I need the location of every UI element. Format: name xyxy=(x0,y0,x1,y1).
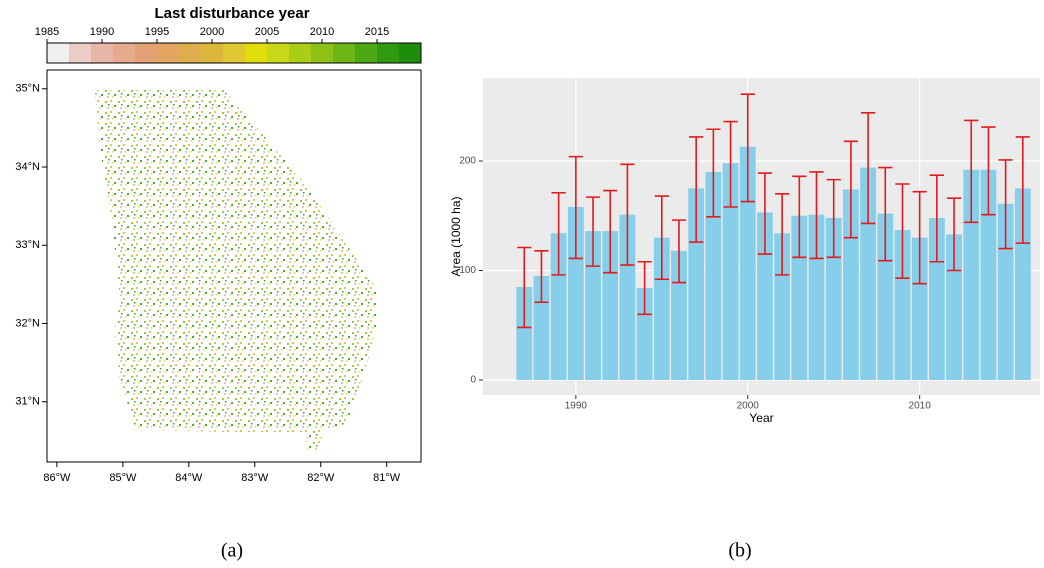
y-axis-title: Area (1000 ha) xyxy=(449,196,463,276)
panel-label: (a) xyxy=(221,540,243,562)
colorbar-tick-label: 1985 xyxy=(35,26,59,38)
colorbar-swatch xyxy=(333,43,356,63)
colorbar-swatch xyxy=(267,43,290,63)
colorbar-swatch xyxy=(69,43,92,63)
colorbar-swatch xyxy=(47,43,70,63)
colorbar-swatch xyxy=(399,43,422,63)
colorbar-tick-label: 2000 xyxy=(200,26,224,38)
y-tick-label: 33°N xyxy=(15,239,40,251)
y-tick-label: 200 xyxy=(459,156,476,167)
colorbar-swatch xyxy=(245,43,268,63)
x-tick-label: 1990 xyxy=(565,401,588,412)
colorbar-swatch xyxy=(135,43,158,63)
colorbar-swatch xyxy=(201,43,224,63)
chart-title: Last disturbance year xyxy=(154,5,309,22)
colorbar-tick-label: 1990 xyxy=(90,26,114,38)
colorbar-swatch xyxy=(223,43,246,63)
colorbar-tick-label: 2005 xyxy=(255,26,279,38)
y-tick-label: 32°N xyxy=(15,317,40,329)
x-tick-label: 81°W xyxy=(373,472,401,484)
x-tick-label: 83°W xyxy=(241,472,269,484)
x-tick-label: 84°W xyxy=(175,472,203,484)
y-tick-label: 34°N xyxy=(15,161,40,173)
y-tick-label: 35°N xyxy=(15,83,40,95)
colorbar-swatch xyxy=(377,43,400,63)
colorbar-swatch xyxy=(113,43,136,63)
colorbar-swatch xyxy=(289,43,312,63)
x-axis-title: Year xyxy=(749,411,773,425)
figure: (a) (b) Last disturbance year 1985 1990 199… xyxy=(0,0,1044,568)
colorbar-swatch xyxy=(157,43,180,63)
colorbar-swatch xyxy=(311,43,334,63)
x-tick-label: 85°W xyxy=(109,472,137,484)
colorbar-swatch xyxy=(355,43,378,63)
panel-label: (b) xyxy=(728,540,751,562)
x-tick-label: 82°W xyxy=(307,472,335,484)
colorbar-swatch xyxy=(179,43,202,63)
y-tick-label: 31°N xyxy=(15,396,40,408)
colorbar-tick-label: 1995 xyxy=(145,26,169,38)
x-tick-label: 2010 xyxy=(909,401,932,412)
map-region xyxy=(95,90,378,452)
x-tick-label: 86°W xyxy=(43,472,71,484)
y-tick-label: 0 xyxy=(470,375,476,386)
colorbar-tick-label: 2010 xyxy=(310,26,334,38)
colorbar-tick-label: 2015 xyxy=(365,26,389,38)
colorbar-swatch xyxy=(91,43,114,63)
x-tick-label: 2000 xyxy=(737,401,760,412)
